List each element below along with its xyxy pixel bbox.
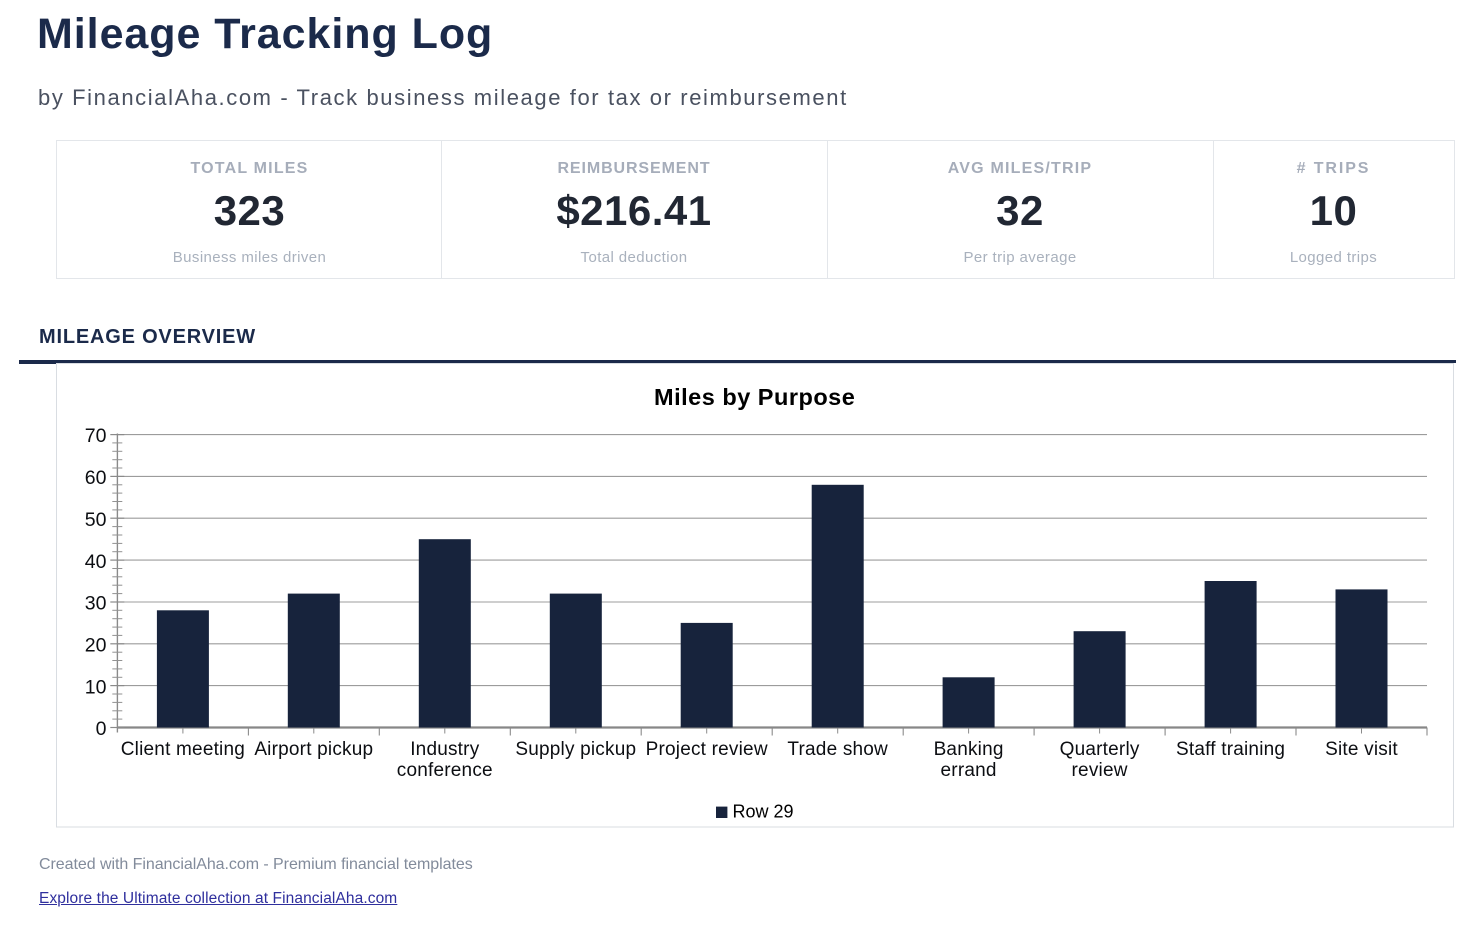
svg-text:Quarterly: Quarterly bbox=[1060, 739, 1140, 760]
svg-text:Project review: Project review bbox=[646, 739, 768, 760]
svg-text:Industry: Industry bbox=[410, 739, 479, 760]
svg-text:0: 0 bbox=[96, 718, 107, 740]
svg-text:review: review bbox=[1072, 760, 1128, 781]
svg-text:30: 30 bbox=[85, 593, 107, 615]
svg-text:70: 70 bbox=[85, 425, 107, 447]
svg-text:40: 40 bbox=[85, 551, 107, 573]
svg-text:50: 50 bbox=[85, 509, 107, 531]
svg-text:Site visit: Site visit bbox=[1325, 739, 1398, 760]
svg-text:Miles by Purpose: Miles by Purpose bbox=[654, 384, 855, 410]
svg-text:10: 10 bbox=[85, 676, 107, 698]
svg-text:20: 20 bbox=[85, 635, 107, 657]
svg-text:Banking: Banking bbox=[934, 739, 1004, 760]
svg-text:60: 60 bbox=[85, 467, 107, 489]
svg-text:Trade show: Trade show bbox=[787, 739, 888, 760]
svg-text:conference: conference bbox=[397, 760, 493, 781]
svg-text:Supply pickup: Supply pickup bbox=[515, 739, 636, 760]
svg-text:errand: errand bbox=[941, 760, 997, 781]
svg-text:Staff training: Staff training bbox=[1176, 739, 1285, 760]
svg-text:Row 29: Row 29 bbox=[733, 802, 794, 822]
svg-text:Client meeting: Client meeting bbox=[121, 739, 245, 760]
svg-text:Airport pickup: Airport pickup bbox=[254, 739, 373, 760]
